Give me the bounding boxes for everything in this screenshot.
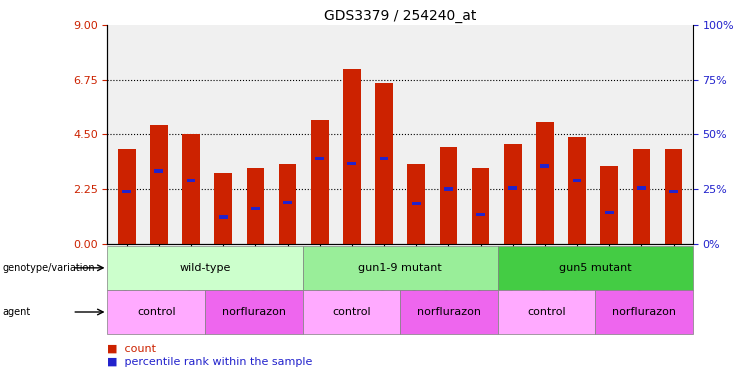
Bar xyxy=(504,144,522,244)
Bar xyxy=(302,290,400,334)
Bar xyxy=(107,290,205,334)
Text: control: control xyxy=(332,307,370,317)
Text: ■  percentile rank within the sample: ■ percentile rank within the sample xyxy=(107,358,313,367)
Bar xyxy=(107,246,302,290)
Bar xyxy=(375,83,393,244)
Bar xyxy=(508,186,517,190)
Bar xyxy=(219,215,227,219)
Bar xyxy=(600,166,618,244)
Bar xyxy=(637,186,646,190)
Bar xyxy=(205,290,302,334)
Bar xyxy=(251,207,260,210)
Bar xyxy=(633,149,650,244)
Bar xyxy=(187,179,196,182)
Text: agent: agent xyxy=(2,307,30,317)
Bar xyxy=(595,290,693,334)
Bar xyxy=(408,164,425,244)
Text: genotype/variation: genotype/variation xyxy=(2,263,95,273)
Bar xyxy=(573,179,582,182)
Text: norflurazon: norflurazon xyxy=(222,307,286,317)
Bar xyxy=(669,190,678,193)
Bar xyxy=(540,164,549,168)
Text: control: control xyxy=(527,307,566,317)
Bar xyxy=(400,290,498,334)
Bar xyxy=(568,137,586,244)
Bar xyxy=(498,290,595,334)
Bar xyxy=(311,120,328,244)
Bar xyxy=(316,157,324,161)
Bar xyxy=(118,149,136,244)
Bar xyxy=(476,213,485,216)
Title: GDS3379 / 254240_at: GDS3379 / 254240_at xyxy=(324,8,476,23)
Bar xyxy=(343,69,361,244)
Bar xyxy=(665,149,682,244)
Bar xyxy=(348,162,356,165)
Text: norflurazon: norflurazon xyxy=(612,307,676,317)
Text: control: control xyxy=(137,307,176,317)
Bar xyxy=(283,201,292,204)
Text: gun5 mutant: gun5 mutant xyxy=(559,263,631,273)
Bar xyxy=(444,187,453,191)
Bar xyxy=(605,210,614,214)
Bar xyxy=(379,157,388,161)
Bar xyxy=(247,169,265,244)
Bar xyxy=(150,125,167,244)
Bar xyxy=(412,202,421,205)
Bar xyxy=(154,169,163,172)
Bar xyxy=(214,173,232,244)
Text: ■  count: ■ count xyxy=(107,344,156,354)
Text: gun1-9 mutant: gun1-9 mutant xyxy=(358,263,442,273)
Bar xyxy=(302,246,498,290)
Bar xyxy=(536,122,554,244)
Bar xyxy=(439,147,457,244)
Text: norflurazon: norflurazon xyxy=(417,307,481,317)
Text: wild-type: wild-type xyxy=(179,263,230,273)
Bar xyxy=(498,246,693,290)
Bar xyxy=(279,164,296,244)
Bar xyxy=(182,134,200,244)
Bar xyxy=(122,190,131,193)
Bar xyxy=(472,169,489,244)
